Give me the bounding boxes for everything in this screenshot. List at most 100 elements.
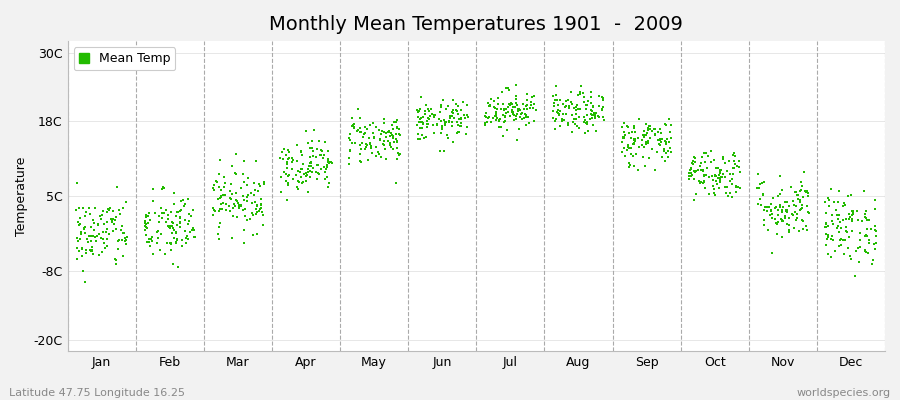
Point (524, 99, 538, 105)
Point (708, 165, 723, 171)
Point (386, 135, 400, 142)
Point (275, 156, 290, 162)
Point (586, 104, 600, 110)
Point (510, 108, 525, 114)
Point (75, 244, 89, 251)
Point (583, 100, 598, 106)
Point (830, 225, 844, 231)
Point (635, 132, 650, 138)
Point (720, 168, 734, 174)
Point (661, 154, 675, 160)
Point (353, 129, 367, 136)
Point (348, 140, 363, 147)
Point (626, 153, 641, 160)
Point (72, 236, 86, 243)
Point (570, 111, 584, 117)
Point (311, 171, 326, 177)
Point (788, 225, 802, 232)
Point (290, 142, 304, 148)
Point (704, 148, 718, 154)
Point (346, 122, 360, 129)
Point (834, 224, 849, 231)
Point (712, 184, 726, 191)
Point (854, 218, 868, 224)
Point (849, 248, 863, 255)
Point (112, 237, 126, 243)
Point (353, 114, 367, 121)
Point (657, 146, 671, 152)
Point (78, 224, 93, 230)
Point (299, 128, 313, 134)
Point (860, 216, 874, 223)
Point (434, 130, 448, 136)
Point (365, 120, 380, 127)
Point (249, 206, 264, 212)
Point (356, 131, 371, 138)
Point (483, 118, 498, 125)
Point (212, 194, 227, 201)
Point (224, 195, 238, 202)
Point (637, 132, 652, 138)
Point (84, 233, 98, 240)
Point (165, 230, 179, 237)
Point (478, 121, 492, 128)
Point (637, 128, 652, 134)
Point (435, 123, 449, 129)
Point (442, 119, 456, 125)
Point (508, 100, 523, 106)
Point (423, 113, 437, 119)
Point (214, 193, 229, 200)
Point (161, 212, 176, 218)
Point (770, 212, 785, 219)
Point (346, 121, 361, 127)
Point (346, 123, 360, 130)
Point (281, 147, 295, 153)
Point (226, 204, 240, 211)
Point (377, 138, 392, 144)
Point (78, 213, 93, 220)
Point (510, 110, 525, 117)
Point (639, 139, 653, 145)
Point (425, 110, 439, 117)
Point (175, 206, 189, 213)
Point (445, 119, 459, 125)
Point (658, 121, 672, 128)
Point (764, 201, 778, 207)
Point (498, 114, 512, 120)
Point (281, 173, 295, 179)
Point (350, 127, 365, 133)
Point (561, 120, 575, 126)
Point (858, 248, 872, 254)
Point (118, 235, 132, 242)
Point (457, 115, 472, 121)
Point (491, 101, 505, 107)
Point (868, 197, 882, 204)
Point (320, 184, 335, 190)
Point (102, 207, 116, 213)
Point (223, 187, 238, 194)
Point (74, 228, 88, 235)
Point (211, 195, 225, 202)
Point (386, 119, 400, 125)
Point (615, 139, 629, 146)
Point (91, 251, 105, 258)
Point (819, 231, 833, 238)
Point (509, 137, 524, 143)
Point (832, 242, 847, 249)
Point (169, 208, 184, 215)
Point (165, 223, 179, 230)
Point (141, 213, 156, 219)
Point (164, 247, 178, 253)
Point (682, 170, 697, 176)
Point (836, 236, 850, 243)
Point (284, 154, 299, 161)
Point (758, 203, 772, 210)
Point (145, 238, 159, 244)
Point (642, 155, 656, 162)
Point (152, 213, 166, 219)
Point (187, 227, 202, 234)
Point (587, 112, 601, 118)
Point (708, 192, 723, 198)
Point (626, 141, 640, 148)
Point (585, 114, 599, 121)
